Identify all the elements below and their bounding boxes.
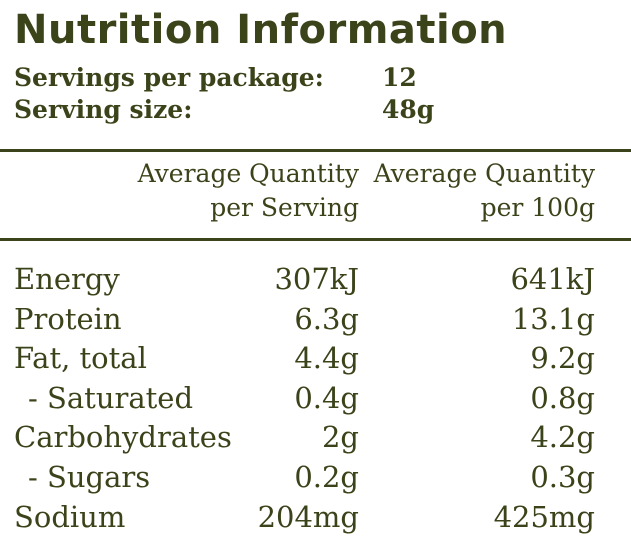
per-100g-value: 0.8g: [530, 380, 595, 415]
table-row: Protein 6.3g 13.1g: [0, 299, 631, 339]
nutrient-name: Energy: [14, 262, 120, 296]
per-100g-value: 0.3g: [530, 460, 595, 494]
per-serving-value: 6.3g: [294, 301, 359, 336]
per-100g-value: 13.1g: [511, 301, 595, 336]
table-row: Sodium 204mg 425mg: [0, 497, 631, 537]
column-header-per-100g: Average Quantity per 100g: [374, 157, 595, 225]
table-row: - Sugars 0.2g 0.3g: [0, 457, 631, 497]
table-row: Fat, total 4.4g 9.2g: [0, 338, 631, 378]
column-header-per-serving: Average Quantity per Serving: [138, 157, 359, 225]
per-100g-value: 9.2g: [530, 341, 595, 376]
serving-size-value: 48g: [382, 95, 435, 124]
table-row: - Saturated 0.4g 0.8g: [0, 378, 631, 418]
column-header-per-serving-line2: per Serving: [210, 193, 359, 222]
per-serving-value: 204mg: [257, 499, 359, 534]
per-serving-value: 307kJ: [274, 262, 359, 296]
servings-per-package-label: Servings per package:: [14, 63, 324, 92]
nutrient-name: Sodium: [14, 499, 126, 534]
page-title: Nutrition Information: [14, 7, 508, 53]
per-serving-value: 0.4g: [294, 380, 359, 415]
per-100g-value: 425mg: [493, 499, 595, 534]
header-divider: [0, 238, 631, 241]
column-header-per-100g-line1: Average Quantity: [373, 159, 595, 188]
per-serving-value: 4.4g: [294, 341, 359, 376]
per-100g-value: 641kJ: [510, 262, 595, 296]
top-divider: [0, 149, 631, 152]
servings-per-package-value: 12: [382, 63, 417, 92]
nutrient-name: Protein: [14, 301, 122, 336]
table-row: Carbohydrates 2g 4.2g: [0, 417, 631, 457]
serving-size-label: Serving size:: [14, 95, 193, 124]
nutrient-name: - Saturated: [28, 380, 194, 415]
column-header-per-100g-line2: per 100g: [480, 193, 595, 222]
per-serving-value: 2g: [321, 420, 359, 455]
table-row: Energy 307kJ 641kJ: [0, 259, 631, 299]
nutrient-name: Carbohydrates: [14, 420, 232, 455]
nutrient-name: Fat, total: [14, 341, 147, 376]
per-serving-value: 0.2g: [294, 460, 359, 494]
column-header-per-serving-line1: Average Quantity: [137, 159, 359, 188]
nutrient-name: - Sugars: [28, 460, 151, 494]
per-100g-value: 4.2g: [530, 420, 595, 455]
